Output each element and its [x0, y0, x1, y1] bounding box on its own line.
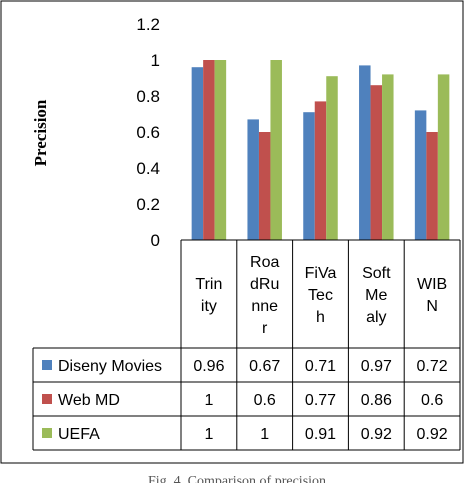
bar [270, 60, 282, 240]
y-tick-label: 1 [151, 51, 160, 70]
series-name: UEFA [58, 426, 100, 443]
bar [314, 101, 327, 241]
data-label: 0.86 [361, 392, 392, 409]
y-tick-label: 0.8 [136, 87, 160, 106]
category-label: Roa [250, 254, 279, 271]
figure-caption: Fig. 4. Comparison of precision [148, 474, 326, 483]
y-tick-label: 0.6 [136, 123, 160, 142]
data-label: 0.91 [305, 426, 336, 443]
y-ticks: 0 0.2 0.4 0.6 0.8 1 1.2 [136, 15, 160, 250]
series-name: Web MD [58, 392, 120, 409]
data-label: 0.6 [421, 392, 443, 409]
data-label: 0.92 [417, 426, 448, 443]
data-label: 0.77 [305, 392, 336, 409]
bar [414, 110, 427, 241]
bar [258, 132, 271, 240]
bar [203, 60, 215, 240]
data-label: 0.71 [305, 358, 336, 375]
category-label: WIB [417, 276, 447, 293]
bar [359, 65, 371, 241]
category-label: FiVa [305, 265, 337, 282]
y-tick-label: 0 [151, 231, 160, 250]
category-label: Trin [195, 276, 222, 293]
y-tick-label: 0.4 [136, 159, 160, 178]
data-label: 0.6 [254, 392, 276, 409]
bar [382, 74, 394, 241]
data-table: Trin ity Roa dRu nne r FiVa Tec h Soft Me aly WIB N Di… [32, 239, 461, 451]
data-label: 1 [204, 392, 213, 409]
legend-swatch [42, 394, 52, 404]
y-tick-label: 0.2 [136, 195, 160, 214]
legend-swatch [42, 360, 52, 370]
bar [437, 74, 450, 241]
category-label: Tec [308, 287, 333, 304]
data-label: 0.96 [193, 358, 224, 375]
bar [326, 76, 338, 240]
data-label: 0.92 [361, 426, 392, 443]
data-label: 0.97 [361, 358, 392, 375]
bar [426, 132, 438, 240]
y-axis-label: Precision [31, 99, 50, 166]
bar [370, 85, 383, 240]
legend-swatch [42, 428, 52, 438]
category-label: h [316, 309, 325, 326]
data-label: 1 [260, 426, 269, 443]
category-label: dRu [250, 276, 279, 293]
bar [214, 60, 227, 240]
bar [191, 67, 204, 240]
y-tick-label: 1.2 [136, 15, 160, 34]
data-label: 0.72 [417, 358, 448, 375]
category-label: aly [366, 309, 386, 326]
bar [303, 112, 315, 240]
data-label: 0.67 [249, 358, 280, 375]
bar [247, 119, 259, 240]
data-label: 1 [204, 426, 213, 443]
category-label: Me [365, 287, 387, 304]
category-label: Soft [362, 265, 391, 282]
series-name: Diseny Movies [58, 358, 162, 375]
category-label: nne [251, 298, 278, 315]
category-label: ity [201, 298, 217, 315]
category-label: N [426, 298, 438, 315]
bars [191, 60, 450, 241]
category-label: r [262, 320, 268, 337]
